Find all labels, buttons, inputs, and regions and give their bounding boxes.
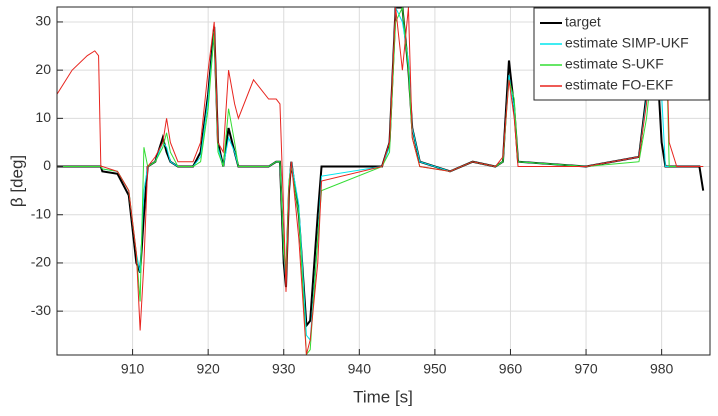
x-axis-label: Time [s] — [353, 387, 413, 406]
plot-frame — [56, 6, 711, 356]
x-tick-label: 970 — [574, 361, 598, 377]
x-tick-label: 940 — [348, 361, 372, 377]
series-line — [57, 7, 704, 355]
x-tick-label: 980 — [650, 361, 674, 377]
y-tick-label: -10 — [31, 205, 51, 221]
x-tick-label: 930 — [272, 361, 296, 377]
y-tick-label: -20 — [31, 254, 51, 270]
y-tick-label: -30 — [31, 302, 51, 318]
y-tick-label: 0 — [43, 157, 51, 173]
y-tick-label: 30 — [35, 13, 51, 29]
legend-label: target — [565, 14, 601, 30]
y-tick-label: 10 — [35, 109, 51, 125]
y-axis-label: β [deg] — [7, 155, 26, 207]
legend-label: estimate S-UKF — [565, 56, 664, 72]
y-tick-label: 20 — [35, 61, 51, 77]
x-tick-label: 950 — [423, 361, 447, 377]
legend-box — [533, 7, 710, 101]
legend-label: estimate SIMP-UKF — [565, 35, 689, 51]
x-tick-label: 910 — [121, 361, 145, 377]
x-tick-label: 960 — [499, 361, 523, 377]
legend-label: estimate FO-EKF — [565, 77, 673, 93]
x-tick-label: 920 — [196, 361, 220, 377]
